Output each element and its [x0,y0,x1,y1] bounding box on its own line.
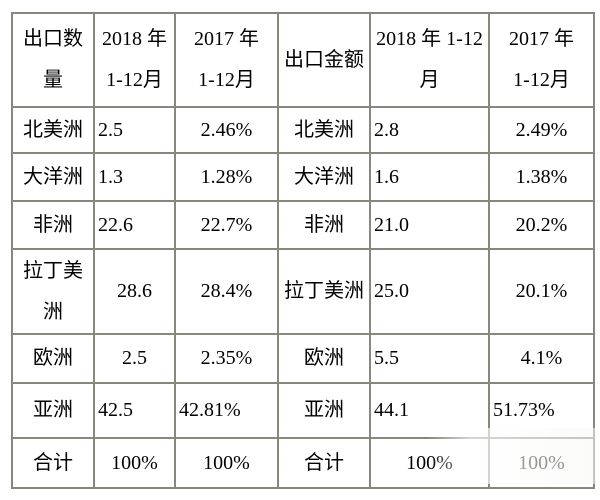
export-qty-share-2017: 1.28% [174,152,279,202]
export-statistics-table: 出口数 量 2018 年 1-12月 2017 年 1-12月 出口金额 201… [11,12,595,489]
export-amt-share-2017: 51.73% [488,382,595,439]
export-qty-share-2017: 42.81% [174,382,279,439]
region-label-right: 亚洲 [277,382,371,439]
row-oceania: 大洋洲 1.3 1.28% 大洋洲 1.6 1.38% [11,152,595,202]
export-amt-share-2017: 4.1% [488,333,595,384]
region-label-right: 合计 [277,437,371,489]
export-amt-2018: 25.0 [369,248,490,335]
export-amt-2018: 1.6 [369,152,490,202]
export-amt-2018: 100% [369,437,490,489]
export-amt-share-2017: 100% [488,437,595,489]
export-amt-share-2017: 20.2% [488,200,595,250]
export-amt-share-2017: 1.38% [488,152,595,202]
export-qty-2018: 100% [93,437,176,489]
export-qty-2018: 28.6 [93,248,176,335]
export-qty-share-2017: 28.4% [174,248,279,335]
row-latin-america: 拉丁美 洲 28.6 28.4% 拉丁美洲 25.0 20.1% [11,248,595,335]
region-label-left: 非洲 [11,200,95,250]
row-north-america: 北美洲 2.5 2.46% 北美洲 2.8 2.49% [11,106,595,154]
export-amt-share-2017: 2.49% [488,106,595,154]
region-label-right: 北美洲 [277,106,371,154]
row-africa: 非洲 22.6 22.7% 非洲 21.0 20.2% [11,200,595,250]
export-amt-2018: 2.8 [369,106,490,154]
export-qty-2018: 2.5 [93,106,176,154]
export-qty-2018: 2.5 [93,333,176,384]
row-asia: 亚洲 42.5 42.81% 亚洲 44.1 51.73% [11,382,595,439]
region-label-left: 合计 [11,437,95,489]
export-qty-share-2017: 100% [174,437,279,489]
header-quantity-2017: 2017 年 1-12月 [174,12,279,108]
export-qty-share-2017: 22.7% [174,200,279,250]
export-qty-2018: 22.6 [93,200,176,250]
row-total: 合计 100% 100% 合计 100% 100% [11,437,595,489]
export-qty-2018: 42.5 [93,382,176,439]
export-amt-2018: 44.1 [369,382,490,439]
region-label-left: 亚洲 [11,382,95,439]
header-row: 出口数 量 2018 年 1-12月 2017 年 1-12月 出口金额 201… [11,12,595,108]
header-export-amount: 出口金额 [277,12,371,108]
export-amt-share-2017: 20.1% [488,248,595,335]
export-amt-2018: 21.0 [369,200,490,250]
header-amount-2017: 2017 年 1-12月 [488,12,595,108]
region-label-right: 大洋洲 [277,152,371,202]
export-amt-2018: 5.5 [369,333,490,384]
region-label-right: 欧洲 [277,333,371,384]
row-europe: 欧洲 2.5 2.35% 欧洲 5.5 4.1% [11,333,595,384]
region-label-left: 拉丁美 洲 [11,248,95,335]
header-export-quantity: 出口数 量 [11,12,95,108]
region-label-left: 北美洲 [11,106,95,154]
header-quantity-2018: 2018 年 1-12月 [93,12,176,108]
export-qty-2018: 1.3 [93,152,176,202]
export-qty-share-2017: 2.46% [174,106,279,154]
region-label-left: 大洋洲 [11,152,95,202]
header-amount-2018: 2018 年 1-12 月 [369,12,490,108]
export-qty-share-2017: 2.35% [174,333,279,384]
region-label-right: 非洲 [277,200,371,250]
region-label-right: 拉丁美洲 [277,248,371,335]
region-label-left: 欧洲 [11,333,95,384]
